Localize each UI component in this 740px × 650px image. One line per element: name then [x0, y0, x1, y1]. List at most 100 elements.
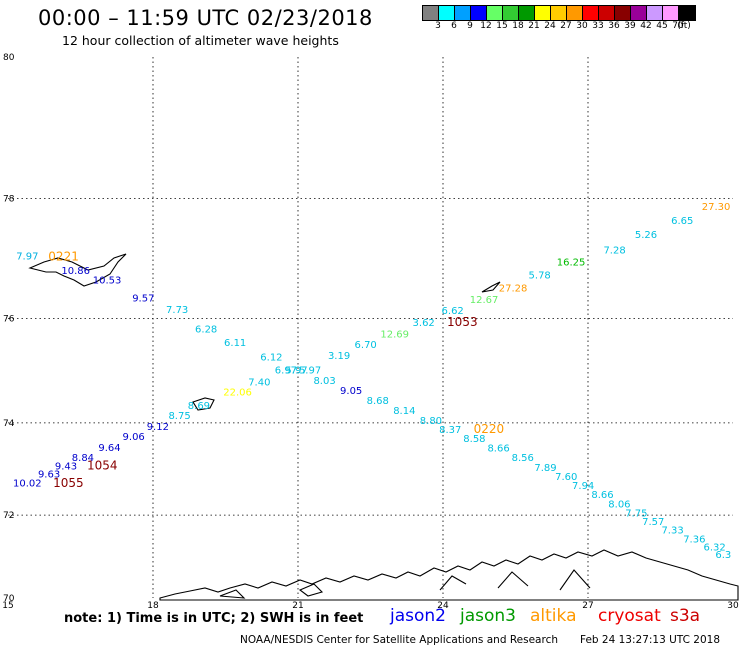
footnote: note: 1) Time is in UTC; 2) SWH is in fe…: [64, 611, 364, 626]
wave-height-label: 8.80: [420, 416, 442, 427]
generated-timestamp: Feb 24 13:27:13 UTC 2018: [580, 634, 720, 646]
colorbar-tick-label: 18: [512, 21, 524, 31]
coastline: [28, 253, 739, 601]
colorbar-swatch: [519, 6, 535, 20]
colorbar-swatch: [663, 6, 679, 20]
wave-height-colorbar: [422, 5, 696, 21]
norway-coast: [159, 549, 739, 601]
wave-height-label: 5.26: [635, 230, 657, 241]
wave-height-label: 8.66: [591, 490, 613, 501]
colorbar-tick-label: 12: [480, 21, 492, 31]
hopen-coast: [481, 281, 501, 293]
latitude-tick-label: 72: [3, 511, 14, 521]
colorbar-swatch: [615, 6, 631, 20]
longitude-tick-label: 15: [2, 601, 13, 611]
norway-fjord-2: [497, 571, 529, 589]
wave-height-label: 6.32: [704, 543, 726, 554]
wave-height-label: 5.78: [529, 271, 551, 282]
map-grid: [8, 57, 733, 598]
wave-height-label: 5.97: [285, 365, 307, 376]
longitude-tick-label: 30: [727, 601, 739, 611]
colorbar-swatch: [567, 6, 583, 20]
wave-height-label: 10.02: [13, 478, 42, 489]
latitude-tick-label: 78: [3, 195, 15, 205]
longitude-tick-label: 24: [437, 601, 449, 611]
wave-height-label: 12.69: [380, 329, 409, 340]
colorbar-swatch: [487, 6, 503, 20]
colorbar-swatch: [647, 6, 663, 20]
wave-height-label: 9.64: [98, 443, 120, 454]
wave-height-label: 5.97: [299, 365, 321, 376]
colorbar-labels: 3 6 9 12 15 18 21 24 27 30 33 36 39 42 45 70 (ft): [422, 21, 712, 33]
wave-height-label: 7.57: [642, 517, 664, 528]
wave-height-label: 8.58: [463, 434, 485, 445]
colorbar-swatch: [439, 6, 455, 20]
wave-height-label: 7.33: [661, 526, 683, 537]
wave-height-label: 7.60: [555, 472, 577, 483]
wave-height-label: 7.89: [534, 463, 556, 474]
wave-height-label: 7.94: [572, 481, 594, 492]
latitude-tick-label: 74: [3, 419, 15, 429]
colorbar-tick-label: 30: [576, 21, 588, 31]
wave-height-label: 9.43: [55, 461, 77, 472]
legend-cryosat: cryosat: [598, 606, 661, 626]
track-pass-id: 1053: [447, 315, 478, 329]
colorbar-swatch: [423, 6, 439, 20]
wave-height-label: 8.56: [512, 453, 534, 464]
colorbar-tick-label: 33: [592, 21, 604, 31]
wave-height-label: 3.62: [413, 318, 435, 329]
wave-height-label: 9.06: [123, 432, 145, 443]
wave-height-label: 9.57: [132, 294, 154, 305]
wave-height-label: 7.36: [683, 535, 705, 546]
wave-height-label: 8.14: [393, 406, 415, 417]
wave-height-label: 6.3: [715, 550, 731, 561]
wave-height-label: 27.28: [499, 283, 528, 294]
wave-height-label: 9.12: [147, 422, 169, 433]
colorbar-tick-label: 24: [544, 21, 556, 31]
wave-height-label: 6.70: [355, 340, 377, 351]
wave-height-label: 8.06: [608, 500, 630, 511]
norway-island-2: [219, 589, 246, 599]
legend-jason2: jason2: [390, 606, 446, 626]
colorbar-swatch: [455, 6, 471, 20]
wave-height-label: 6.11: [224, 338, 246, 349]
wave-height-label: 6.65: [671, 216, 693, 227]
wave-height-label: 7.40: [248, 377, 270, 388]
colorbar-tick-label: 36: [608, 21, 620, 31]
longitude-tick-label: 27: [582, 601, 593, 611]
colorbar-swatch: [535, 6, 551, 20]
wave-height-label: 8.03: [313, 376, 335, 387]
svalbard-coast: [28, 253, 127, 287]
wave-height-label: 9.05: [340, 386, 362, 397]
wave-height-label: 6.62: [442, 306, 464, 317]
wave-height-label: 8.75: [168, 411, 190, 422]
colorbar-tick-label: 3: [435, 21, 441, 31]
colorbar-tick-label: 21: [528, 21, 540, 31]
wave-height-label: 9.63: [38, 470, 60, 481]
bear-island-coast: [192, 397, 215, 411]
colorbar-swatch: [551, 6, 567, 20]
latitude-tick-label: 80: [3, 53, 15, 63]
track-pass-id: 1054: [87, 458, 118, 472]
wave-height-label: 8.69: [188, 401, 210, 412]
colorbar-tick-label: 39: [624, 21, 636, 31]
wave-height-label: 6.28: [195, 324, 217, 335]
colorbar-tick-label: 9: [467, 21, 473, 31]
colorbar-swatch: [583, 6, 599, 20]
wave-height-label: 22.06: [223, 388, 252, 399]
wave-height-label: 10.86: [61, 266, 90, 277]
wave-height-label: 7.97: [16, 252, 38, 263]
track-pass-id: 1055: [53, 476, 84, 490]
wave-height-label: 8.66: [487, 444, 509, 455]
colorbar-swatch: [503, 6, 519, 20]
colorbar-tick-label: 70: [672, 21, 684, 31]
credit-line: NOAA/NESDIS Center for Satellite Applica…: [240, 634, 558, 646]
colorbar-swatch: [631, 6, 647, 20]
wave-height-label: 6.12: [260, 352, 282, 363]
colorbar-tick-label: 45: [656, 21, 668, 31]
colorbar-swatch: [471, 6, 487, 20]
latitude-tick-label: 70: [3, 594, 15, 604]
colorbar-tick-label: 27: [560, 21, 572, 31]
